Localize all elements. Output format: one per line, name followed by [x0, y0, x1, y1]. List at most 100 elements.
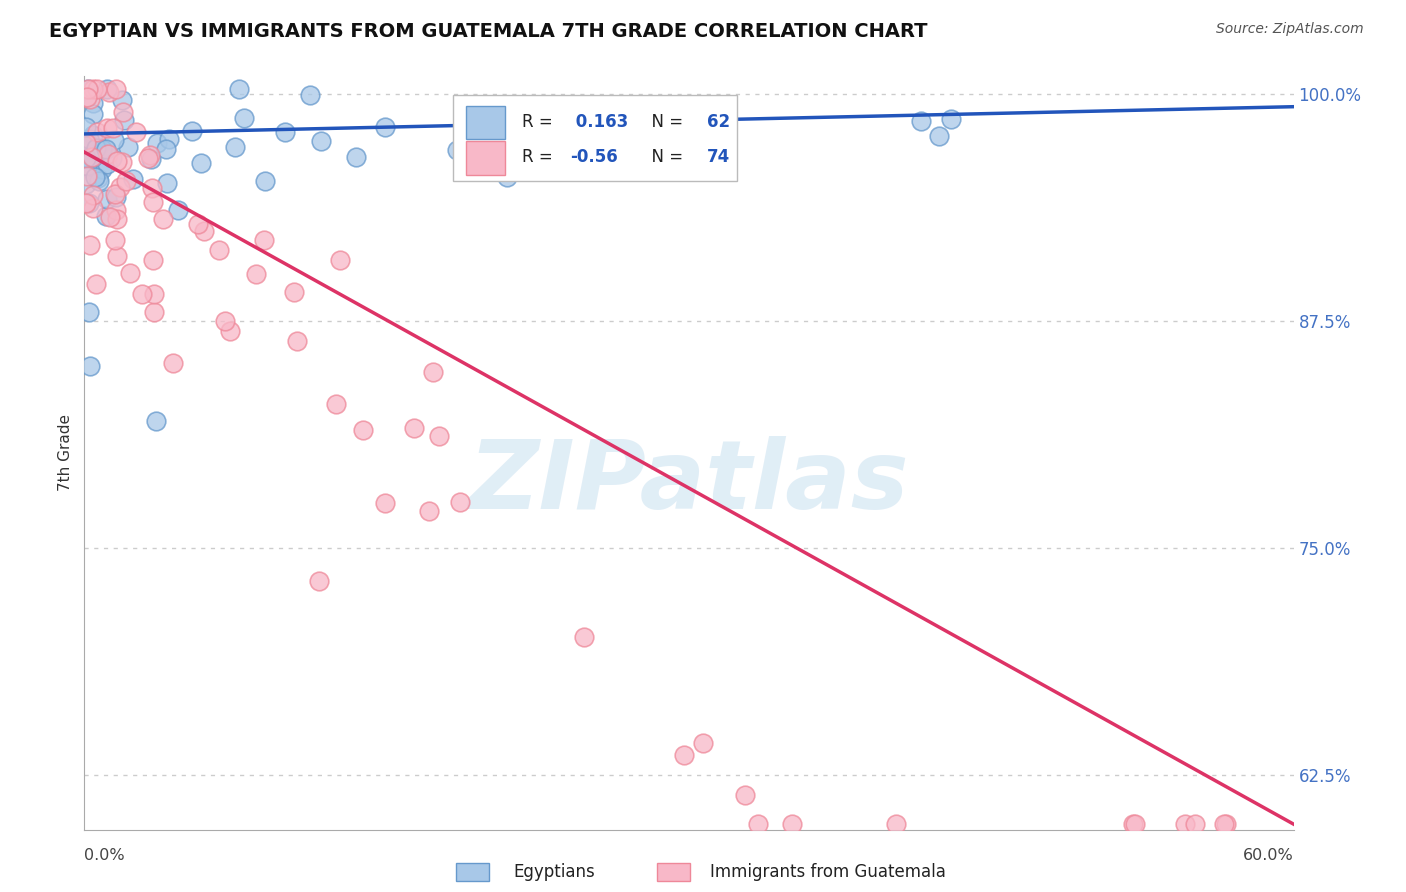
- Point: [96, 81, 118, 95]
- Text: N =: N =: [641, 112, 688, 131]
- Point: [574, 101, 596, 115]
- Point: [75, 142, 97, 156]
- Point: [422, 365, 444, 379]
- Point: [142, 195, 165, 210]
- Point: [105, 81, 128, 95]
- Point: [245, 267, 267, 281]
- Point: [157, 132, 180, 146]
- Text: Egyptians: Egyptians: [513, 863, 595, 881]
- Point: [146, 136, 169, 150]
- Text: R =: R =: [522, 148, 558, 166]
- Point: [86, 81, 108, 95]
- Point: [112, 105, 135, 120]
- Point: [75, 136, 97, 150]
- Point: [76, 81, 98, 95]
- Point: [87, 170, 110, 185]
- Point: [117, 140, 139, 154]
- Point: [218, 324, 240, 338]
- Point: [82, 128, 104, 142]
- Point: [84, 170, 107, 185]
- Point: [143, 305, 166, 319]
- Point: [91, 161, 114, 176]
- Point: [187, 217, 209, 231]
- Point: [193, 224, 215, 238]
- Point: [105, 190, 128, 204]
- Point: [224, 140, 246, 154]
- Point: [939, 112, 962, 127]
- Point: [97, 85, 120, 99]
- Text: Source: ZipAtlas.com: Source: ZipAtlas.com: [1216, 22, 1364, 37]
- Point: [156, 176, 179, 190]
- Point: [75, 120, 97, 135]
- Point: [308, 574, 330, 588]
- Point: [531, 133, 554, 147]
- Point: [79, 359, 101, 374]
- Text: 0.0%: 0.0%: [84, 848, 125, 863]
- Point: [449, 494, 471, 508]
- Text: 74: 74: [707, 148, 730, 166]
- Point: [572, 630, 595, 644]
- Point: [495, 169, 517, 184]
- Point: [141, 181, 163, 195]
- Point: [285, 334, 308, 349]
- Point: [190, 155, 212, 169]
- Point: [253, 233, 276, 247]
- Point: [142, 252, 165, 267]
- Text: 62: 62: [707, 112, 730, 131]
- Point: [94, 142, 117, 156]
- Point: [105, 212, 128, 227]
- Point: [84, 277, 107, 291]
- Point: [1174, 817, 1197, 831]
- Text: Immigrants from Guatemala: Immigrants from Guatemala: [710, 863, 946, 881]
- Point: [1215, 817, 1237, 831]
- Point: [233, 112, 256, 126]
- Point: [155, 142, 177, 156]
- Point: [105, 249, 128, 263]
- Point: [82, 96, 104, 111]
- Point: [352, 423, 374, 437]
- Point: [404, 420, 426, 434]
- Point: [374, 496, 396, 510]
- Point: [87, 174, 110, 188]
- Text: -0.56: -0.56: [571, 148, 619, 166]
- Point: [162, 356, 184, 370]
- Y-axis label: 7th Grade: 7th Grade: [58, 414, 73, 491]
- Point: [77, 152, 100, 166]
- Point: [96, 121, 118, 136]
- Point: [96, 157, 118, 171]
- Point: [76, 169, 98, 183]
- Point: [1212, 817, 1234, 831]
- Point: [122, 172, 145, 186]
- Point: [228, 81, 250, 95]
- Point: [80, 150, 103, 164]
- Point: [101, 152, 124, 166]
- Point: [101, 121, 124, 136]
- Point: [76, 90, 98, 104]
- Point: [152, 212, 174, 227]
- FancyBboxPatch shape: [467, 106, 505, 139]
- Point: [79, 92, 101, 106]
- Point: [77, 136, 100, 151]
- Point: [713, 136, 735, 150]
- Point: [75, 196, 97, 211]
- Point: [97, 146, 120, 161]
- Point: [1123, 817, 1146, 831]
- Point: [309, 134, 332, 148]
- Point: [214, 314, 236, 328]
- Point: [1122, 817, 1144, 831]
- Point: [84, 141, 107, 155]
- Point: [82, 107, 104, 121]
- Point: [167, 203, 190, 218]
- Point: [111, 155, 134, 169]
- Point: [374, 120, 396, 135]
- Point: [82, 81, 104, 95]
- Point: [96, 192, 118, 206]
- Point: [207, 243, 229, 257]
- Point: [82, 201, 104, 215]
- Point: [105, 153, 128, 168]
- Point: [103, 133, 125, 147]
- Point: [253, 174, 276, 188]
- FancyBboxPatch shape: [453, 95, 737, 181]
- Point: [105, 202, 128, 217]
- Point: [344, 150, 367, 164]
